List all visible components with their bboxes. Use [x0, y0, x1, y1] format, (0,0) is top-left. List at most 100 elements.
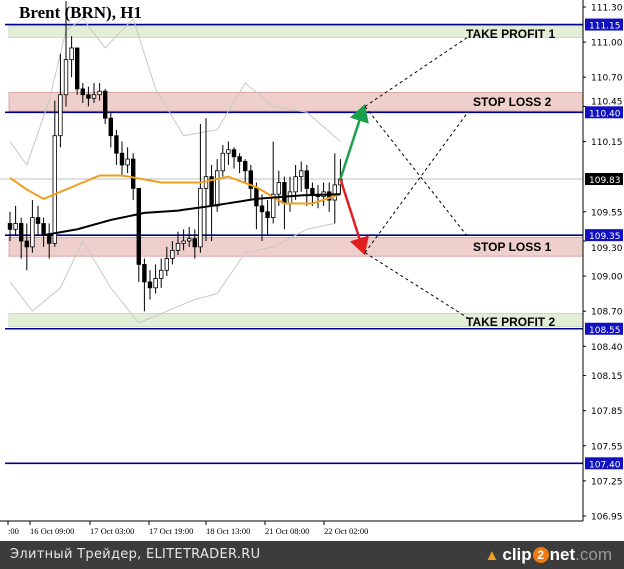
candle	[24, 223, 29, 271]
candle-body-down	[103, 90, 108, 119]
price-chart[interactable]: TAKE PROFIT 1 STOP LOSS 2 STOP LOSS 1 TAKE …	[0, 0, 624, 541]
candle-body-down	[119, 152, 125, 166]
time-tick-label: 18 Oct 13:00	[206, 526, 250, 536]
candle	[332, 153, 337, 224]
candle-body-up	[293, 176, 298, 193]
price-tick-label: 110.70	[591, 74, 623, 84]
candle-body-down	[80, 88, 85, 96]
candle	[75, 47, 80, 95]
candle	[58, 53, 63, 148]
time-tick-label: :00	[8, 526, 19, 536]
zone-label: STOP LOSS 1	[473, 240, 552, 254]
candle	[136, 187, 141, 282]
candle-body-up	[170, 249, 175, 259]
footer-bar: Элитный Трейдер, ELITETRADER.RU ▲ clip 2 n…	[0, 541, 624, 569]
candle-body-down	[248, 170, 253, 189]
bullish-scenario-arrow	[339, 104, 369, 180]
candle-body-down	[114, 135, 119, 154]
candle	[7, 211, 13, 241]
candle	[86, 86, 91, 107]
level-price-tag-bg	[585, 229, 623, 242]
candle-body-up	[63, 59, 69, 96]
candle-body-down	[192, 238, 197, 248]
candle-body-down	[310, 187, 315, 195]
candle-body-up	[270, 193, 276, 218]
level-price-tag: 110.40	[589, 109, 621, 119]
candle-body-up	[69, 47, 74, 61]
candle	[254, 182, 259, 230]
scenario-dashed-path	[364, 252, 469, 319]
candle	[186, 226, 192, 247]
candle-body-up	[198, 187, 203, 248]
level-price-tag: 108.55	[589, 326, 621, 336]
candle-body-up	[125, 158, 130, 166]
price-tick-label: 106.95	[591, 512, 623, 522]
candle	[265, 200, 270, 236]
candle-body-up	[214, 170, 220, 207]
candle	[298, 161, 304, 192]
scenario-dashed-path	[364, 111, 469, 253]
level-price-tag: 111.15	[589, 22, 621, 32]
candle	[192, 229, 197, 259]
bearish-scenario-arrow	[339, 178, 369, 256]
candle-body-up	[181, 240, 186, 244]
price-tick-label: 111.30	[591, 4, 623, 14]
candle-body-down	[265, 211, 270, 218]
level-price-tag-bg	[585, 18, 623, 31]
candle	[248, 164, 253, 201]
candle	[114, 129, 119, 165]
candle	[18, 217, 24, 259]
candle	[119, 141, 125, 177]
time-tick-label: 21 Oct 08:00	[265, 526, 309, 536]
candle-body-down	[242, 161, 248, 172]
candle-body-down	[24, 240, 29, 248]
bollinger-lower-band	[9, 222, 335, 324]
candle-body-up	[164, 258, 169, 271]
candle-body-down	[18, 223, 24, 242]
footer-caption: Элитный Трейдер, ELITETRADER.RU	[10, 547, 261, 562]
candle	[287, 176, 293, 212]
candle-body-down	[41, 223, 46, 236]
clip2net-logo[interactable]: ▲ clip 2 net .com	[484, 545, 613, 564]
candle	[30, 200, 35, 253]
candle	[142, 258, 147, 312]
candle	[198, 124, 203, 253]
candle-body-up	[175, 242, 181, 251]
level-price-tag-bg	[585, 322, 623, 335]
candle-body-down	[47, 234, 52, 244]
candle	[315, 184, 321, 209]
candle	[231, 147, 237, 169]
candle-body-up	[153, 278, 158, 289]
candle-body-up	[226, 149, 231, 154]
candle	[293, 164, 298, 201]
candle-body-down	[304, 170, 309, 189]
candle	[259, 194, 265, 241]
candle-body-up	[287, 191, 293, 204]
price-tick-label: 108.40	[591, 343, 623, 353]
candle	[125, 147, 130, 174]
candle-body-up	[276, 182, 281, 195]
upload-arrow-icon: ▲	[484, 546, 500, 564]
price-tick-label: 108.70	[591, 308, 623, 318]
time-tick-label: 22 Oct 02:00	[324, 526, 368, 536]
moving-average-fast	[9, 174, 341, 205]
candle	[237, 153, 242, 174]
candle-body-down	[282, 182, 287, 204]
zone-label: TAKE PROFIT 1	[466, 27, 555, 41]
candle-body-up	[97, 90, 102, 96]
candle	[147, 270, 153, 300]
candle-body-up	[91, 94, 97, 99]
candle-body-up	[186, 238, 192, 242]
candle	[170, 241, 175, 265]
scenario-dashed-path	[364, 106, 469, 238]
candle-body-down	[231, 149, 237, 158]
current-price-tag-bg	[585, 172, 623, 185]
candle	[108, 112, 113, 148]
price-tick-label: 109.00	[591, 273, 623, 283]
time-tick-label: 17 Oct 19:00	[149, 526, 193, 536]
candle	[69, 36, 74, 78]
candle	[175, 231, 181, 256]
candle	[164, 246, 169, 277]
candle-body-down	[35, 217, 41, 224]
candle-body-down	[259, 205, 265, 213]
